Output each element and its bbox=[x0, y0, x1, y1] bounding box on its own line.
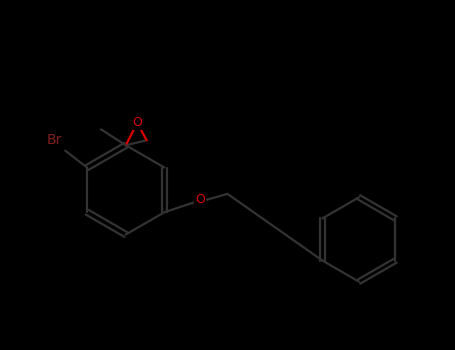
Text: O: O bbox=[195, 193, 205, 206]
Text: Br: Br bbox=[46, 133, 61, 147]
Text: O: O bbox=[132, 117, 142, 130]
